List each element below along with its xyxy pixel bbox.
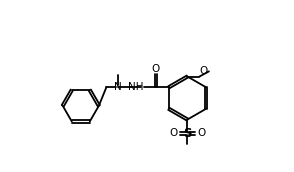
Text: N: N <box>114 82 122 92</box>
Text: O: O <box>199 66 207 76</box>
Text: O: O <box>197 128 206 138</box>
Text: NH: NH <box>128 82 143 92</box>
Text: O: O <box>169 128 178 138</box>
Text: S: S <box>183 127 192 140</box>
Text: O: O <box>152 63 160 74</box>
